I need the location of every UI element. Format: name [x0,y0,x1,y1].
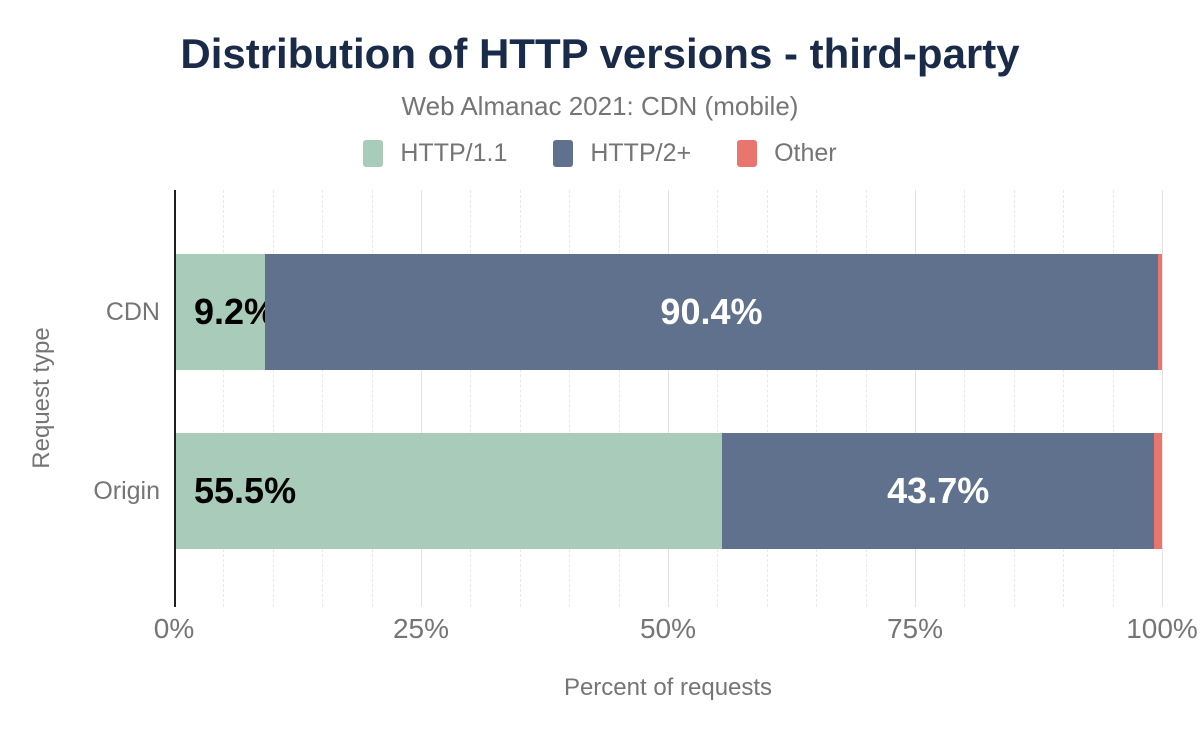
gridline-25 [421,190,422,607]
gridline-45 [618,190,620,607]
gridline-65 [816,190,818,607]
gridline-60 [766,190,768,607]
bar-segment-cdn-other [1158,254,1162,370]
gridline-20 [371,190,373,607]
gridline-90 [1063,190,1065,607]
gridline-85 [1013,190,1015,607]
legend-swatch-icon [553,140,574,167]
bar-segment-cdn-http-1-1: 9.2% [174,254,276,370]
y-axis-line [174,190,176,607]
legend: HTTP/1.1 HTTP/2+ Other [0,140,1200,167]
gridline-10 [272,190,274,607]
gridline-70 [865,190,867,607]
y-axis-title: Request type [28,327,55,469]
legend-swatch-icon [363,140,384,167]
bar-value-label: 90.4% [660,291,763,332]
legend-swatch-icon [737,140,758,167]
gridline-35 [519,190,521,607]
legend-label: Other [774,139,837,167]
x-tick-label-25: 25% [392,613,450,644]
chart-title: Distribution of HTTP versions - third-pa… [180,30,1020,77]
gridline-40 [569,190,571,607]
plot-area: 9.2% 90.4% 55.5% 43.7% CDN Origin 0% 25% 50% 75… [93,190,1198,643]
chart-subtitle: Web Almanac 2021: CDN (mobile) [401,91,799,121]
bar-row-origin: 55.5% 43.7% [174,433,1162,549]
bar-segment-origin-other [1154,433,1162,549]
x-tick-label-75: 75% [886,613,944,644]
gridline-5 [223,190,225,607]
category-label-origin: Origin [93,476,160,505]
category-label-cdn: CDN [105,297,160,326]
bar-row-cdn: 9.2% 90.4% [174,254,1162,370]
gridline-55 [717,190,719,607]
x-axis-title: Percent of requests [563,674,773,701]
gridline-30 [470,190,472,607]
bar-segment-origin-http-2: 43.7% [722,433,1155,549]
legend-item-http-1-1: HTTP/1.1 [363,140,507,167]
legend-item-other: Other [737,140,837,167]
bar-value-label: 43.7% [887,470,990,511]
gridline-50 [668,190,669,607]
x-tick-label-100: 100% [1126,613,1198,644]
gridline-75 [915,190,916,607]
bar-segment-cdn-http-2: 90.4% [264,254,1159,370]
legend-item-http-2: HTTP/2+ [553,140,691,167]
gridline-95 [1112,190,1114,607]
legend-label: HTTP/2+ [590,139,692,167]
bar-value-label: 9.2% [194,291,277,332]
bar-value-label: 55.5% [194,470,297,511]
legend-label: HTTP/1.1 [400,139,508,167]
gridline-15 [322,190,324,607]
gridline-80 [964,190,966,607]
x-tick-label-50: 50% [639,613,697,644]
x-tick-label-0: 0% [153,613,195,644]
gridline-100 [1162,190,1163,607]
bar-segment-origin-http-1-1: 55.5% [174,433,723,549]
